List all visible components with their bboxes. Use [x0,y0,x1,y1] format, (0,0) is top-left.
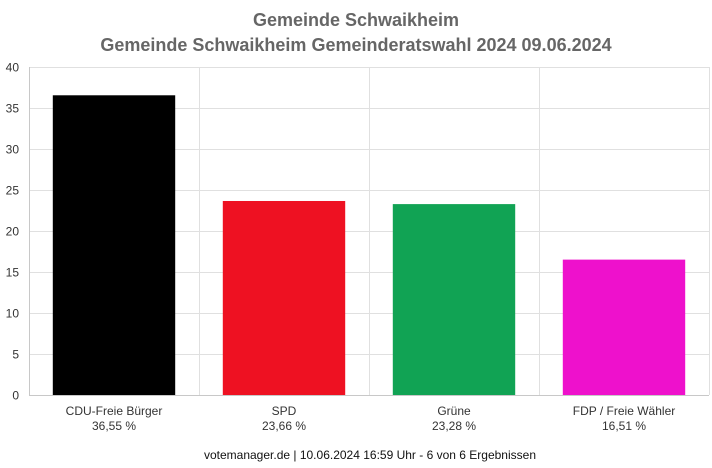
axes: 0 5 10 15 20 25 30 35 40 [6,61,709,403]
footer-source: votemanager.de | 10.06.2024 16:59 Uhr - … [204,448,536,462]
value-label: 23,66 % [262,419,306,433]
bar-1 [222,200,346,395]
y-tick-label: 25 [6,184,20,198]
category-label: Grüne [437,404,471,418]
y-tick-label: 40 [6,61,20,75]
bar-0 [52,95,176,395]
y-tick-label: 20 [6,225,20,239]
y-tick-label: 0 [12,389,19,403]
chart-title: Gemeinde Schwaikheim [253,10,459,30]
bars [52,95,686,395]
y-tick-label: 15 [6,266,20,280]
bar-3 [562,259,686,395]
y-tick-label: 30 [6,143,20,157]
value-label: 16,51 % [602,419,646,433]
y-tick-label: 35 [6,102,20,116]
y-tick-label: 5 [12,348,19,362]
value-label: 36,55 % [92,419,136,433]
category-label: CDU-Freie Bürger [66,404,163,418]
value-label: 23,28 % [432,419,476,433]
bar-2 [392,204,516,395]
y-tick-label: 10 [6,307,20,321]
category-label: FDP / Freie Wähler [573,404,675,418]
category-label: SPD [272,404,297,418]
chart-subtitle: Gemeinde Schwaikheim Gemeinderatswahl 20… [100,35,611,55]
